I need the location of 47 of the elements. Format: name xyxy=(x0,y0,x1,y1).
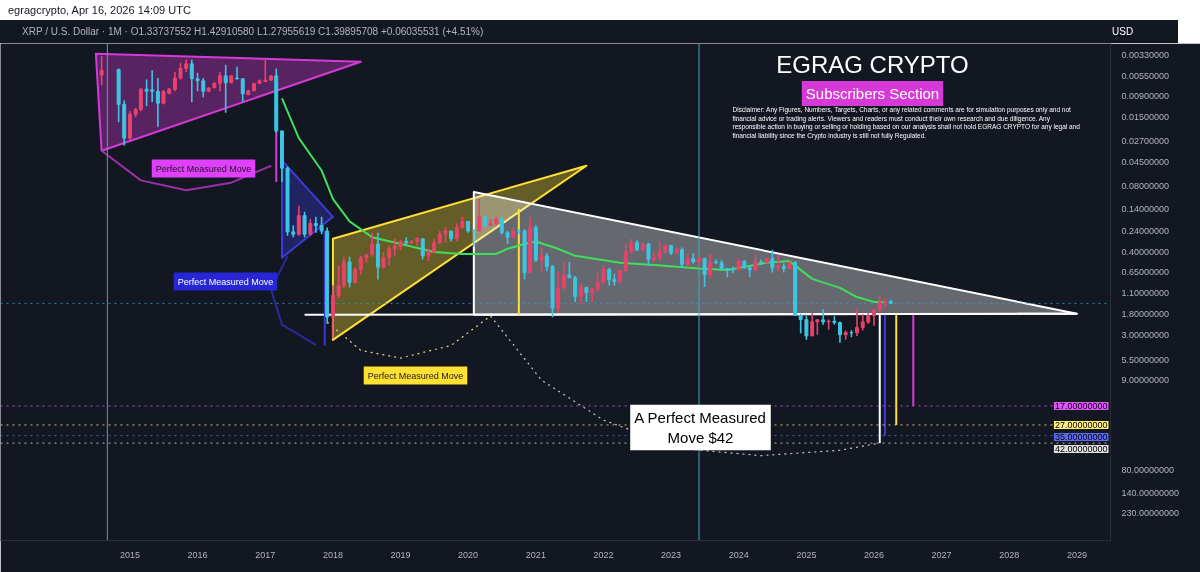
ref-line-label: 27.00000000 xyxy=(1054,419,1108,430)
x-tick-label: 2027 xyxy=(931,549,952,560)
y-tick-label: 0.04500000 xyxy=(1121,157,1170,168)
x-tick-label: 2018 xyxy=(322,549,343,560)
y-tick-label: 230.00000000 xyxy=(1121,507,1180,518)
text: Subscribers Section xyxy=(805,85,940,102)
y-tick-label: 3.00000000 xyxy=(1121,329,1170,340)
y-tick-label: 0.01500000 xyxy=(1121,112,1170,123)
y-tick-label: 140.00000000 xyxy=(1121,487,1180,498)
y-tick-label: 1.10000000 xyxy=(1121,288,1170,299)
y-tick-label: 0.14000000 xyxy=(1121,203,1170,214)
x-tick-label: 2020 xyxy=(458,549,479,560)
x-tick-label: 2015 xyxy=(119,549,140,560)
ref-line-label: 17.00000000 xyxy=(1054,400,1108,411)
y-tick-label: 0.24000000 xyxy=(1121,225,1170,236)
chart-title: EGRAG CRYPTO xyxy=(776,51,969,78)
annotation: Perfect Measured Move xyxy=(367,370,464,381)
y-tick-label: 0.65000000 xyxy=(1121,266,1170,277)
y-tick-label: 0.00330000 xyxy=(1121,49,1170,60)
x-tick-label: 2029 xyxy=(1066,549,1087,560)
x-tick-label: 2028 xyxy=(999,549,1020,560)
x-tick-label: 2026 xyxy=(864,549,885,560)
y-tick-label: 0.00900000 xyxy=(1121,91,1170,102)
text: XRP / U.S. Dollar · 1M · O1.33737552 H1.42910580 L1.27955619 C1.39895708 +0.06035531 (+4.51%) xyxy=(22,26,484,37)
y-tick-label: 5.50000000 xyxy=(1121,354,1170,365)
ref-line-label: 42.00000000 xyxy=(1054,443,1108,454)
annotation: Perfect Measured Move xyxy=(155,163,252,174)
x-tick-label: 2025 xyxy=(796,549,817,560)
annotation: A Perfect Measured Move $42 xyxy=(634,408,766,447)
x-tick-label: 2024 xyxy=(728,549,749,560)
x-tick-label: 2021 xyxy=(525,549,546,560)
y-axis-title: USD xyxy=(1112,25,1134,39)
text: egragcrypto, Apr 16, 2026 14:09 UTC xyxy=(0,0,1192,20)
y-tick-label: 0.40000000 xyxy=(1121,246,1170,257)
annotation: Perfect Measured Move xyxy=(177,276,274,287)
x-tick-label: 2023 xyxy=(661,549,682,560)
x-tick-label: 2016 xyxy=(187,549,208,560)
y-tick-label: 9.00000000 xyxy=(1121,374,1170,385)
x-tick-label: 2017 xyxy=(255,549,276,560)
y-tick-label: 0.00550000 xyxy=(1121,70,1170,81)
y-tick-label: 0.08000000 xyxy=(1121,180,1170,191)
x-tick-label: 2022 xyxy=(593,549,614,560)
ref-line-label: 35.00000000 xyxy=(1054,431,1108,442)
y-tick-label: 1.80000000 xyxy=(1121,308,1170,319)
y-tick-label: 0.02700000 xyxy=(1121,136,1170,147)
y-tick-label: 80.00000000 xyxy=(1121,464,1175,475)
x-tick-label: 2019 xyxy=(390,549,411,560)
